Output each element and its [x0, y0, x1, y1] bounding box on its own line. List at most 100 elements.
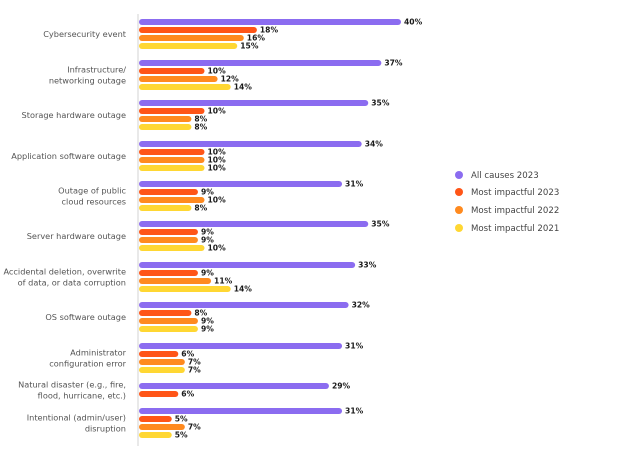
- bar-all-causes-2023: [139, 141, 362, 147]
- bar-most-impactful-2023: [139, 229, 198, 235]
- category-label: OS software outage: [45, 312, 126, 322]
- data-label: 10%: [208, 244, 227, 253]
- bar-most-impactful-2022: [139, 424, 185, 430]
- data-label: 10%: [208, 196, 227, 205]
- bar-all-causes-2023: [139, 262, 356, 268]
- category-label: Administrator: [70, 348, 126, 358]
- bar-all-causes-2023: [139, 181, 343, 187]
- bar-most-impactful-2023: [139, 68, 205, 74]
- category-label: disruption: [85, 424, 126, 434]
- data-label: 32%: [352, 301, 371, 310]
- category-label: flood, hurricane, etc.): [38, 391, 126, 401]
- bar-all-causes-2023: [139, 19, 401, 25]
- bars: [139, 19, 401, 438]
- legend-swatch: [455, 188, 463, 196]
- bar-most-impactful-2023: [139, 27, 257, 33]
- legend-entry: Most impactful 2023: [471, 188, 559, 198]
- bar-most-impactful-2022: [139, 76, 218, 82]
- category-label: Intentional (admin/user): [27, 413, 126, 423]
- data-label: 29%: [332, 382, 351, 391]
- data-label: 31%: [345, 180, 364, 189]
- bar-most-impactful-2021: [139, 326, 198, 332]
- data-label: 7%: [188, 366, 201, 375]
- legend-entry: Most impactful 2022: [471, 206, 559, 216]
- data-label: 10%: [208, 148, 227, 157]
- category-label: of data, or data corruption: [18, 278, 126, 288]
- bar-most-impactful-2021: [139, 43, 238, 49]
- data-label: 14%: [234, 83, 253, 92]
- legend-swatch: [455, 224, 463, 232]
- data-label: 8%: [194, 204, 207, 213]
- bar-most-impactful-2023: [139, 391, 179, 397]
- legend-swatch: [455, 171, 463, 179]
- bar-most-impactful-2022: [139, 35, 244, 41]
- bar-all-causes-2023: [139, 383, 329, 389]
- data-label: 31%: [345, 407, 364, 416]
- data-label: 9%: [201, 236, 214, 245]
- data-label: 8%: [194, 115, 207, 124]
- data-label: 5%: [175, 431, 188, 440]
- data-label: 14%: [234, 285, 253, 294]
- bar-most-impactful-2022: [139, 157, 205, 163]
- data-label: 6%: [181, 350, 194, 359]
- value-labels: 40%18%16%15%37%10%12%14%35%10%8%8%34%10%…: [175, 18, 423, 440]
- data-label: 9%: [201, 269, 214, 278]
- legend-entry: All causes 2023: [471, 171, 539, 181]
- data-label: 35%: [371, 220, 390, 229]
- bar-all-causes-2023: [139, 343, 343, 349]
- bar-most-impactful-2021: [139, 205, 192, 211]
- bar-all-causes-2023: [139, 221, 369, 227]
- bar-most-impactful-2021: [139, 432, 172, 438]
- category-label: Cybersecurity event: [43, 29, 127, 39]
- data-label: 5%: [175, 415, 188, 424]
- category-labels: Cybersecurity event Infrastructure/networ…: [3, 29, 126, 434]
- category-label: Infrastructure/: [67, 65, 126, 75]
- bar-most-impactful-2022: [139, 116, 192, 122]
- data-label: 35%: [371, 99, 390, 108]
- data-label: 10%: [208, 67, 227, 76]
- category-label: Storage hardware outage: [22, 110, 126, 120]
- category-label: Server hardware outage: [27, 231, 126, 241]
- data-label: 12%: [221, 75, 240, 84]
- bar-all-causes-2023: [139, 408, 343, 414]
- data-label: 18%: [260, 26, 279, 35]
- data-label: 33%: [358, 261, 377, 270]
- data-label: 9%: [201, 188, 214, 197]
- bar-most-impactful-2021: [139, 84, 231, 90]
- data-label: 34%: [365, 140, 384, 149]
- data-label: 8%: [194, 123, 207, 132]
- bar-most-impactful-2022: [139, 197, 205, 203]
- data-label: 11%: [214, 277, 233, 286]
- bar-most-impactful-2023: [139, 270, 198, 276]
- legend-entry: Most impactful 2021: [471, 224, 559, 234]
- data-label: 10%: [208, 164, 227, 173]
- data-label: 16%: [247, 34, 266, 43]
- data-label: 10%: [208, 156, 227, 165]
- bar-most-impactful-2023: [139, 416, 172, 422]
- data-label: 6%: [181, 390, 194, 399]
- data-label: 40%: [404, 18, 423, 27]
- bar-most-impactful-2023: [139, 351, 179, 357]
- data-label: 31%: [345, 342, 364, 351]
- data-label: 10%: [208, 107, 227, 116]
- category-label: Accidental deletion, overwrite: [3, 267, 126, 277]
- data-label: 9%: [201, 228, 214, 237]
- bar-all-causes-2023: [139, 60, 382, 66]
- data-label: 9%: [201, 317, 214, 326]
- bar-most-impactful-2023: [139, 108, 205, 114]
- bar-most-impactful-2021: [139, 286, 231, 292]
- legend-swatch: [455, 206, 463, 214]
- bar-all-causes-2023: [139, 302, 349, 308]
- bar-most-impactful-2021: [139, 367, 185, 373]
- bar-most-impactful-2023: [139, 310, 192, 316]
- data-label: 37%: [384, 59, 403, 68]
- category-label: Outage of public: [58, 186, 126, 196]
- bar-most-impactful-2023: [139, 189, 198, 195]
- category-label: Application software outage: [11, 151, 126, 161]
- bar-most-impactful-2022: [139, 237, 198, 243]
- bar-most-impactful-2021: [139, 124, 192, 130]
- data-label: 8%: [194, 309, 207, 318]
- bar-most-impactful-2022: [139, 359, 185, 365]
- category-label: cloud resources: [62, 197, 126, 207]
